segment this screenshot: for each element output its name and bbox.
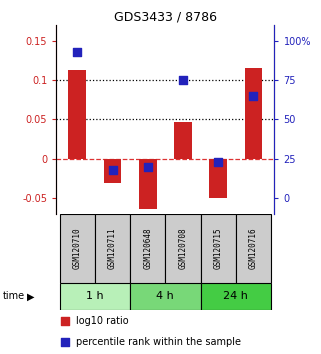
Bar: [139, 159, 157, 209]
Bar: [209, 159, 227, 198]
Text: GSM120715: GSM120715: [213, 228, 223, 269]
Bar: [201, 214, 236, 283]
Bar: [130, 283, 201, 310]
Point: [145, 164, 150, 170]
Point: [110, 167, 115, 173]
Text: ▶: ▶: [27, 291, 35, 302]
Bar: [174, 122, 192, 159]
Text: 4 h: 4 h: [156, 291, 174, 302]
Bar: [245, 68, 262, 159]
Bar: [236, 214, 271, 283]
Text: GSM120711: GSM120711: [108, 228, 117, 269]
Point: [180, 77, 186, 83]
Text: 24 h: 24 h: [223, 291, 248, 302]
Title: GDS3433 / 8786: GDS3433 / 8786: [114, 11, 217, 24]
Point: [62, 339, 67, 344]
Point: [62, 318, 67, 324]
Bar: [60, 214, 95, 283]
Text: GSM120708: GSM120708: [178, 228, 187, 269]
Point: [251, 93, 256, 99]
Text: GSM120710: GSM120710: [73, 228, 82, 269]
Bar: [201, 283, 271, 310]
Text: GSM120648: GSM120648: [143, 228, 152, 269]
Point: [216, 159, 221, 165]
Text: 1 h: 1 h: [86, 291, 104, 302]
Bar: [165, 214, 201, 283]
Bar: [95, 214, 130, 283]
Bar: [60, 283, 130, 310]
Bar: [130, 214, 165, 283]
Text: percentile rank within the sample: percentile rank within the sample: [76, 337, 241, 347]
Bar: [104, 159, 121, 183]
Bar: [68, 70, 86, 159]
Text: time: time: [3, 291, 25, 302]
Point: [75, 49, 80, 55]
Text: log10 ratio: log10 ratio: [76, 316, 128, 326]
Text: GSM120716: GSM120716: [249, 228, 258, 269]
